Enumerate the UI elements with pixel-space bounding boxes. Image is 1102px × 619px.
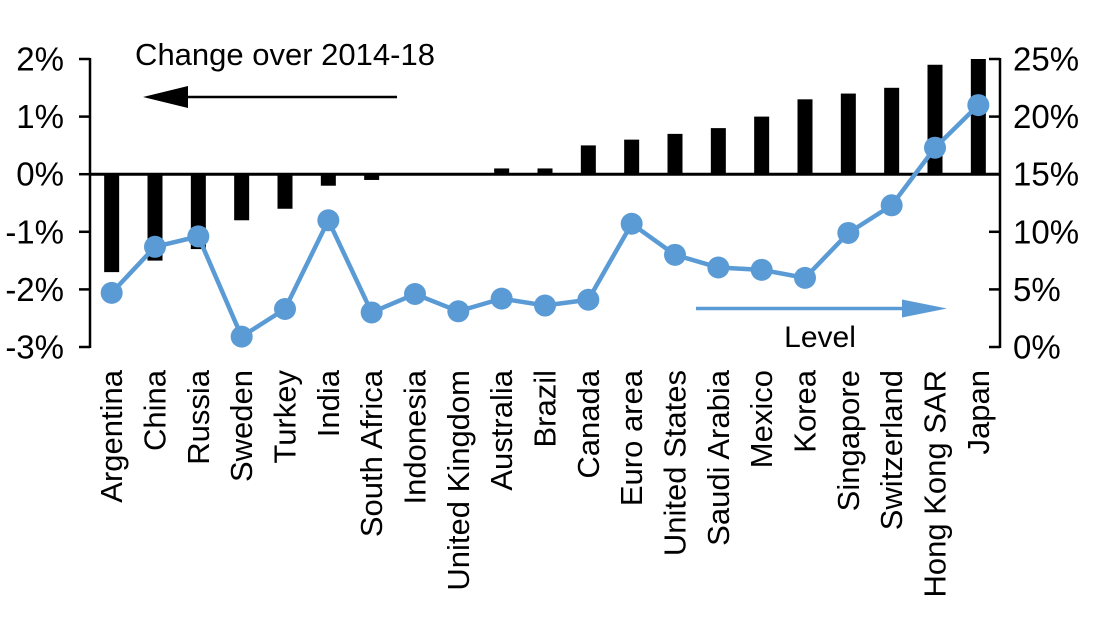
x-axis-label-japan: Japan	[961, 370, 996, 454]
marker-Korea	[794, 266, 816, 289]
marker-Russia	[187, 225, 210, 248]
marker-Euro area	[620, 212, 643, 235]
bar-Switzerland	[884, 87, 900, 175]
left-axis-tick-label: 0%	[16, 156, 64, 193]
bar-series-annotation: Change over 2014-18	[135, 38, 435, 72]
x-axis-label-korea: Korea	[788, 369, 823, 452]
x-axis-label-euro-area: Euro area	[614, 369, 649, 506]
bar-India	[320, 174, 336, 186]
marker-Canada	[577, 288, 600, 311]
bar-Canada	[580, 145, 596, 175]
marker-Switzerland	[880, 194, 903, 217]
marker-India	[317, 209, 340, 232]
x-axis-label-south-africa: South Africa	[354, 369, 389, 537]
marker-Singapore	[837, 221, 860, 244]
x-axis-label-sweden: Sweden	[224, 370, 259, 482]
bar-Brazil	[537, 168, 553, 175]
right-axis-tick-label: 5%	[1013, 271, 1061, 308]
x-axis-label-turkey: Turkey	[268, 370, 303, 464]
x-axis-label-india: India	[311, 369, 346, 437]
level-arrow-head	[902, 299, 947, 318]
marker-South Africa	[360, 301, 383, 324]
right-axis-tick-label: 15%	[1013, 156, 1079, 193]
x-axis-label-canada: Canada	[571, 369, 606, 478]
marker-Brazil	[534, 294, 556, 317]
x-axis-label-brazil: Brazil	[528, 370, 563, 448]
bar-Argentina	[104, 174, 120, 273]
bar-Korea	[797, 99, 813, 175]
marker-Saudi Arabia	[707, 256, 730, 279]
right-axis-tick-label: 20%	[1013, 98, 1079, 135]
marker-Indonesia	[404, 283, 426, 306]
x-axis-label-singapore: Singapore	[831, 370, 866, 511]
marker-United States	[664, 243, 686, 266]
line-series-annotation: Level	[784, 322, 856, 354]
x-axis-label-argentina: Argentina	[94, 369, 129, 502]
x-axis-label-australia: Australia	[484, 369, 519, 490]
marker-Hong Kong SAR	[924, 136, 946, 159]
right-axis-tick-label: 25%	[1013, 41, 1079, 78]
change-arrow-head	[143, 86, 188, 108]
left-axis-tick-label: -2%	[5, 271, 64, 308]
marker-Australia	[490, 287, 513, 310]
right-axis-tick-label: 10%	[1013, 213, 1079, 250]
marker-Japan	[967, 94, 990, 117]
right-axis-tick-label: 0%	[1013, 329, 1061, 366]
left-axis-tick-label: 2%	[16, 41, 64, 78]
x-axis-label-united-states: United States	[658, 370, 693, 556]
bar-Singapore	[840, 93, 856, 175]
bar-Australia	[494, 168, 510, 175]
x-axis-label-indonesia: Indonesia	[398, 369, 433, 504]
bar-Japan	[970, 59, 986, 175]
marker-Turkey	[274, 297, 296, 320]
marker-Sweden	[230, 325, 253, 348]
left-axis-tick-label: 1%	[16, 98, 64, 135]
left-axis-tick-label: -3%	[5, 329, 64, 366]
x-axis-label-mexico: Mexico	[744, 370, 779, 468]
x-axis-label-hong-kong-sar: Hong Kong SAR	[918, 370, 953, 597]
marker-Mexico	[750, 258, 773, 281]
bar-Turkey	[277, 174, 293, 209]
marker-Argentina	[100, 281, 123, 304]
bar-United States	[667, 133, 683, 175]
x-axis-label-united-kingdom: United Kingdom	[441, 370, 476, 591]
line-series-label: Level	[784, 321, 856, 354]
x-axis-label-switzerland: Switzerland	[874, 370, 909, 530]
bar-series-label: Change over 2014-18	[135, 37, 435, 72]
bar-South Africa	[364, 174, 380, 180]
marker-United Kingdom	[447, 300, 470, 323]
bar-Euro area	[624, 139, 640, 175]
x-axis-label-saudi-arabia: Saudi Arabia	[701, 369, 736, 546]
bar-Sweden	[234, 174, 250, 221]
marker-China	[144, 235, 166, 258]
x-axis-label-russia: Russia	[181, 369, 216, 465]
bar-Mexico	[754, 116, 770, 175]
x-axis-label-china: China	[138, 369, 173, 451]
bar-Saudi Arabia	[710, 128, 726, 175]
left-axis-tick-label: -1%	[5, 213, 64, 250]
